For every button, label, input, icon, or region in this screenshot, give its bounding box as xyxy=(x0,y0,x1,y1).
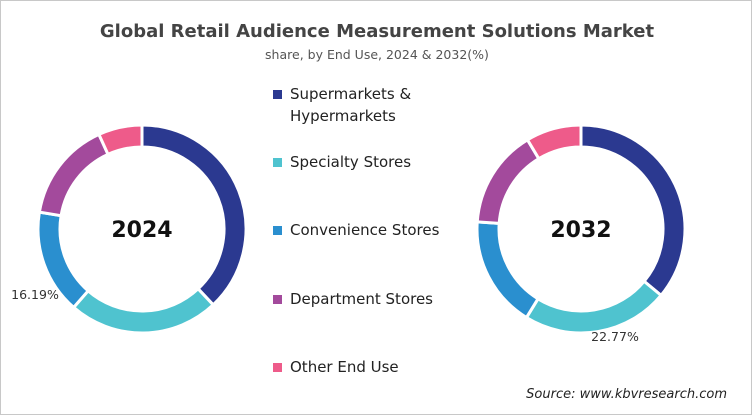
legend-item: Other End Use xyxy=(273,356,399,378)
legend-swatch xyxy=(273,226,282,235)
legend-item: Department Stores xyxy=(273,288,433,310)
legend-item: Supermarkets & Hypermarkets xyxy=(273,83,411,127)
chart-subtitle: share, by End Use, 2024 & 2032(%) xyxy=(265,47,489,62)
donut-slice-2032 xyxy=(475,137,541,225)
chart-title: Global Retail Audience Measurement Solut… xyxy=(99,21,655,42)
legend-label: Specialty Stores xyxy=(290,153,412,171)
donut-slice-2032 xyxy=(475,220,541,320)
legend-swatch xyxy=(273,158,282,167)
donut-slice-2024 xyxy=(96,123,144,157)
source-note: Source: www.kbvresearch.com xyxy=(526,387,727,402)
donut-slice-2032 xyxy=(579,123,687,298)
data-label: 16.19% xyxy=(11,287,59,302)
donut-slice-2024 xyxy=(71,286,216,335)
legend-label: Other End Use xyxy=(290,358,399,376)
donut-slice-2024 xyxy=(140,123,248,307)
legend-swatch xyxy=(273,90,282,99)
donut-slice-2032 xyxy=(524,279,664,335)
data-label: 22.77% xyxy=(591,329,639,344)
donut-center-label: 2024 xyxy=(111,218,172,243)
legend-label: Convenience Stores xyxy=(290,221,440,239)
legend-swatch xyxy=(273,295,282,304)
legend-item: Convenience Stores xyxy=(273,219,439,241)
donut-center-label: 2032 xyxy=(550,218,611,243)
legend-label: Supermarkets & Hypermarkets xyxy=(290,85,412,125)
legend-label: Department Stores xyxy=(290,290,433,308)
donut-slice-2024 xyxy=(37,132,111,218)
legend-swatch xyxy=(273,363,282,372)
legend-item: Specialty Stores xyxy=(273,151,411,173)
donut-slice-2032 xyxy=(525,123,583,161)
